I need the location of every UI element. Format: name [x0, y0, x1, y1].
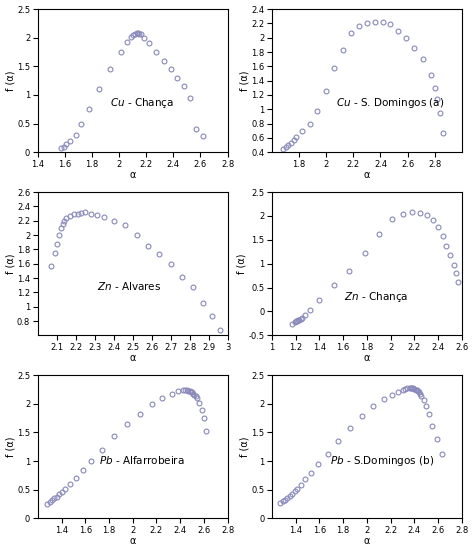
Text: $\it{Zn}$ - Alvares: $\it{Zn}$ - Alvares [97, 279, 161, 291]
Y-axis label: f (α): f (α) [6, 437, 16, 457]
Y-axis label: f (α): f (α) [240, 437, 250, 457]
X-axis label: α: α [364, 171, 370, 181]
X-axis label: α: α [129, 353, 136, 363]
Text: $\it{Zn}$ - Chança: $\it{Zn}$ - Chança [344, 290, 409, 304]
Y-axis label: f (α): f (α) [6, 71, 16, 91]
Text: $\it{Cu}$ - Chança: $\it{Cu}$ - Chança [110, 97, 174, 110]
Text: $\it{Cu}$ - S. Domingos (a): $\it{Cu}$ - S. Domingos (a) [336, 97, 444, 110]
Text: $\it{Pb}$ - Alfarrobeira: $\it{Pb}$ - Alfarrobeira [100, 454, 185, 466]
X-axis label: α: α [364, 537, 370, 546]
Y-axis label: f (α): f (α) [240, 71, 250, 91]
X-axis label: α: α [364, 353, 370, 363]
X-axis label: α: α [129, 171, 136, 181]
Y-axis label: f (α): f (α) [6, 253, 16, 274]
X-axis label: α: α [129, 537, 136, 546]
Text: $\it{Pb}$ - S.Domingos (b): $\it{Pb}$ - S.Domingos (b) [330, 454, 434, 468]
Y-axis label: f (α): f (α) [237, 253, 247, 274]
